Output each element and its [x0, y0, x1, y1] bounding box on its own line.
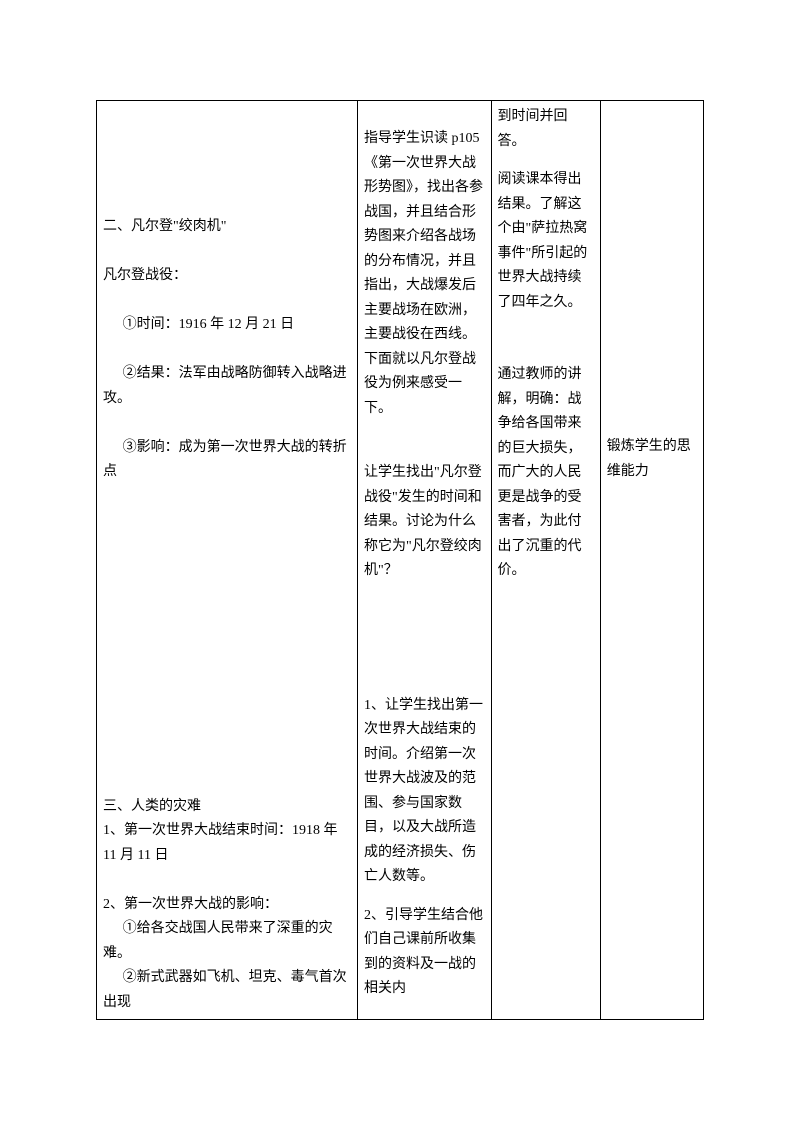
student-p3: 通过教师的讲解，明确：战争给各国带来的巨大损失，而广大的人民更是战争的受害者，为…: [498, 363, 594, 584]
teacher-p2: 让学生找出"凡尔登战役"发生的时间和结果。讨论为什么称它为"凡尔登绞肉机"？: [364, 461, 485, 584]
teacher-p1: 指导学生识读 p105《第一次世界大战形势图》，找出各参战国，并且结合形势图来介…: [364, 127, 485, 421]
intent-p1: 锻炼学生的思维能力: [607, 435, 697, 484]
section2-item2: ②结果：法军由战略防御转入战略进攻。: [103, 362, 351, 411]
section3-line1: 1、第一次世界大战结束时间：1918 年 11 月 11 日: [103, 819, 351, 868]
design-intent-cell: 锻炼学生的思维能力: [600, 101, 703, 1020]
teacher-activity-cell: 指导学生识读 p105《第一次世界大战形势图》，找出各参战国，并且结合形势图来介…: [358, 101, 492, 1020]
teaching-content-cell: 二、凡尔登"绞肉机" 凡尔登战役： ①时间：1916 年 12 月 21 日 ②…: [97, 101, 358, 1020]
student-p2: 阅读课本得出结果。了解这个由"萨拉热窝事件"所引起的世界大战持续了四年之久。: [498, 168, 594, 315]
section2-title: 二、凡尔登"绞肉机": [103, 215, 351, 240]
section2-item3: ③影响：成为第一次世界大战的转折点: [103, 436, 351, 485]
section3-line2a: ①给各交战国人民带来了深重的灾难。: [103, 917, 351, 966]
teacher-p4: 2、引导学生结合他们自己课前所收集到的资料及一战的相关内: [364, 904, 485, 1002]
section3-title: 三、人类的灾难: [103, 795, 351, 820]
table-row: 二、凡尔登"绞肉机" 凡尔登战役： ①时间：1916 年 12 月 21 日 ②…: [97, 101, 704, 1020]
student-activity-cell: 到时间并回答。 阅读课本得出结果。了解这个由"萨拉热窝事件"所引起的世界大战持续…: [491, 101, 600, 1020]
section3-line2b: ②新式武器如飞机、坦克、毒气首次出现: [103, 966, 351, 1015]
section3-line2: 2、第一次世界大战的影响：: [103, 893, 351, 918]
section2-subtitle: 凡尔登战役：: [103, 264, 351, 289]
document-page: 二、凡尔登"绞肉机" 凡尔登战役： ①时间：1916 年 12 月 21 日 ②…: [0, 0, 800, 1132]
section2-item1: ①时间：1916 年 12 月 21 日: [103, 313, 351, 338]
teacher-p3: 1、让学生找出第一次世界大战结束的时间。介绍第一次世界大战波及的范围、参与国家数…: [364, 694, 485, 890]
student-p1: 到时间并回答。: [498, 105, 594, 154]
lesson-plan-table: 二、凡尔登"绞肉机" 凡尔登战役： ①时间：1916 年 12 月 21 日 ②…: [96, 100, 704, 1020]
